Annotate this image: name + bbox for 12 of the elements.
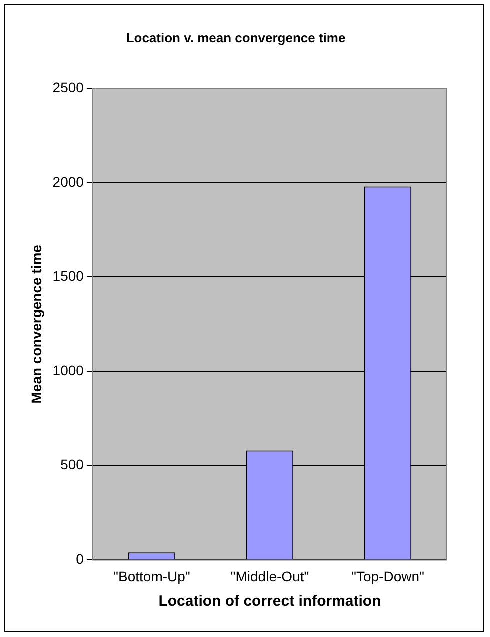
x-tick-label: "Bottom-Up" (114, 568, 190, 584)
y-tick-label: 1500 (52, 268, 84, 284)
y-tick-label: 0 (76, 551, 84, 568)
y-tick-label: 500 (60, 456, 84, 473)
y-tick-label: 1000 (52, 362, 84, 378)
x-tick-label: "Middle-Out" (230, 568, 310, 584)
x-axis-title: Location of correct information (158, 593, 382, 610)
y-tick-label: 2500 (52, 79, 84, 96)
chart-title: Location v. mean convergence time (126, 30, 346, 46)
x-tick-label: "Top-Down" (352, 568, 425, 584)
y-tick-label: 2000 (52, 174, 84, 190)
y-axis-title: Mean convergence time (28, 244, 44, 404)
